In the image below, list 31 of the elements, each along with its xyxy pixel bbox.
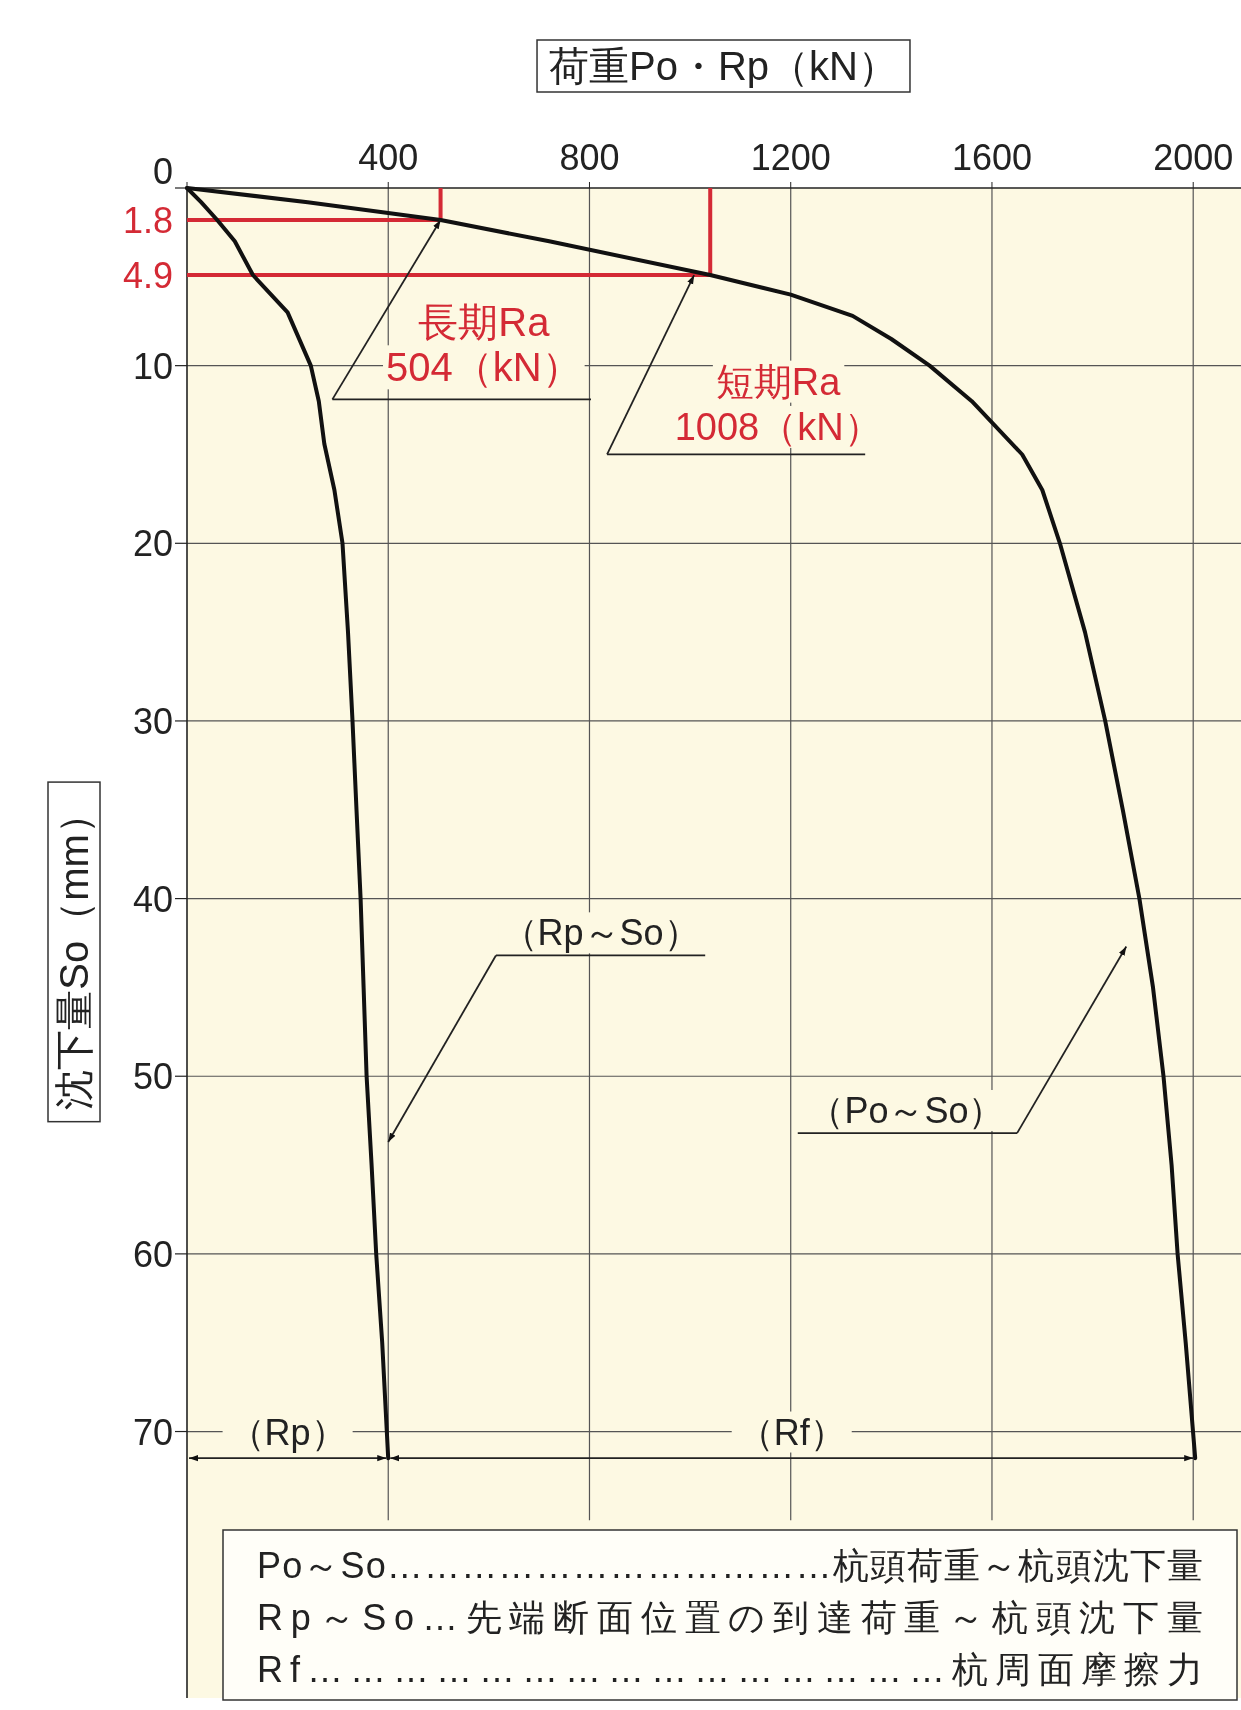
x-tick-label: 1200 [750, 137, 831, 178]
y-tick-label: 70 [132, 1411, 173, 1453]
y-tick-label: 0 [152, 151, 173, 192]
ref-line-label: 4.9 [122, 255, 173, 297]
annotation: （Po～So） [796, 945, 1128, 1134]
annotation: （Rf） [389, 1411, 1195, 1462]
y-tick-label: 40 [132, 878, 173, 920]
annotation: 短期Ra 1008（kN） [606, 274, 885, 456]
annotation: 長期Ra 504（kN） [331, 219, 592, 401]
annotation: （Rp～So） [501, 912, 700, 954]
x-tick-label: 400 [358, 137, 419, 178]
ref-line-label: 1.8 [122, 199, 173, 241]
y-tick-label: 30 [132, 700, 173, 742]
y-tick-label: 10 [132, 345, 173, 387]
y-tick-label: 20 [132, 523, 173, 565]
annotation: （Rp～So） [387, 912, 707, 1143]
annotation: Rp～So…先端断面位置の到達荷重～杭頭沈下量 [257, 1597, 1203, 1638]
annotation: 長期Ra 504（kN） [386, 300, 582, 390]
y-axis-title: 沈下量So（mm） [52, 794, 96, 1110]
annotation: （Rp） [228, 1411, 347, 1453]
annotation: 短期Ra 1008（kN） [674, 360, 882, 448]
x-tick-label: 2000 [1153, 137, 1234, 178]
annotation: Po～So………………………………杭頭荷重～杭頭沈下量 [257, 1545, 1203, 1586]
annotation: （Po～So） [808, 1089, 1005, 1131]
x-tick-label: 1600 [951, 137, 1033, 178]
x-axis-title: 荷重Po・Rp（kN） [549, 44, 898, 88]
y-tick-label: 60 [132, 1233, 173, 1275]
annotation: （Rf） [737, 1411, 846, 1453]
y-tick-label: 50 [132, 1056, 173, 1098]
annotation: Rf………………………………………杭周面摩擦力 [257, 1649, 1203, 1690]
x-tick-label: 800 [559, 137, 620, 178]
